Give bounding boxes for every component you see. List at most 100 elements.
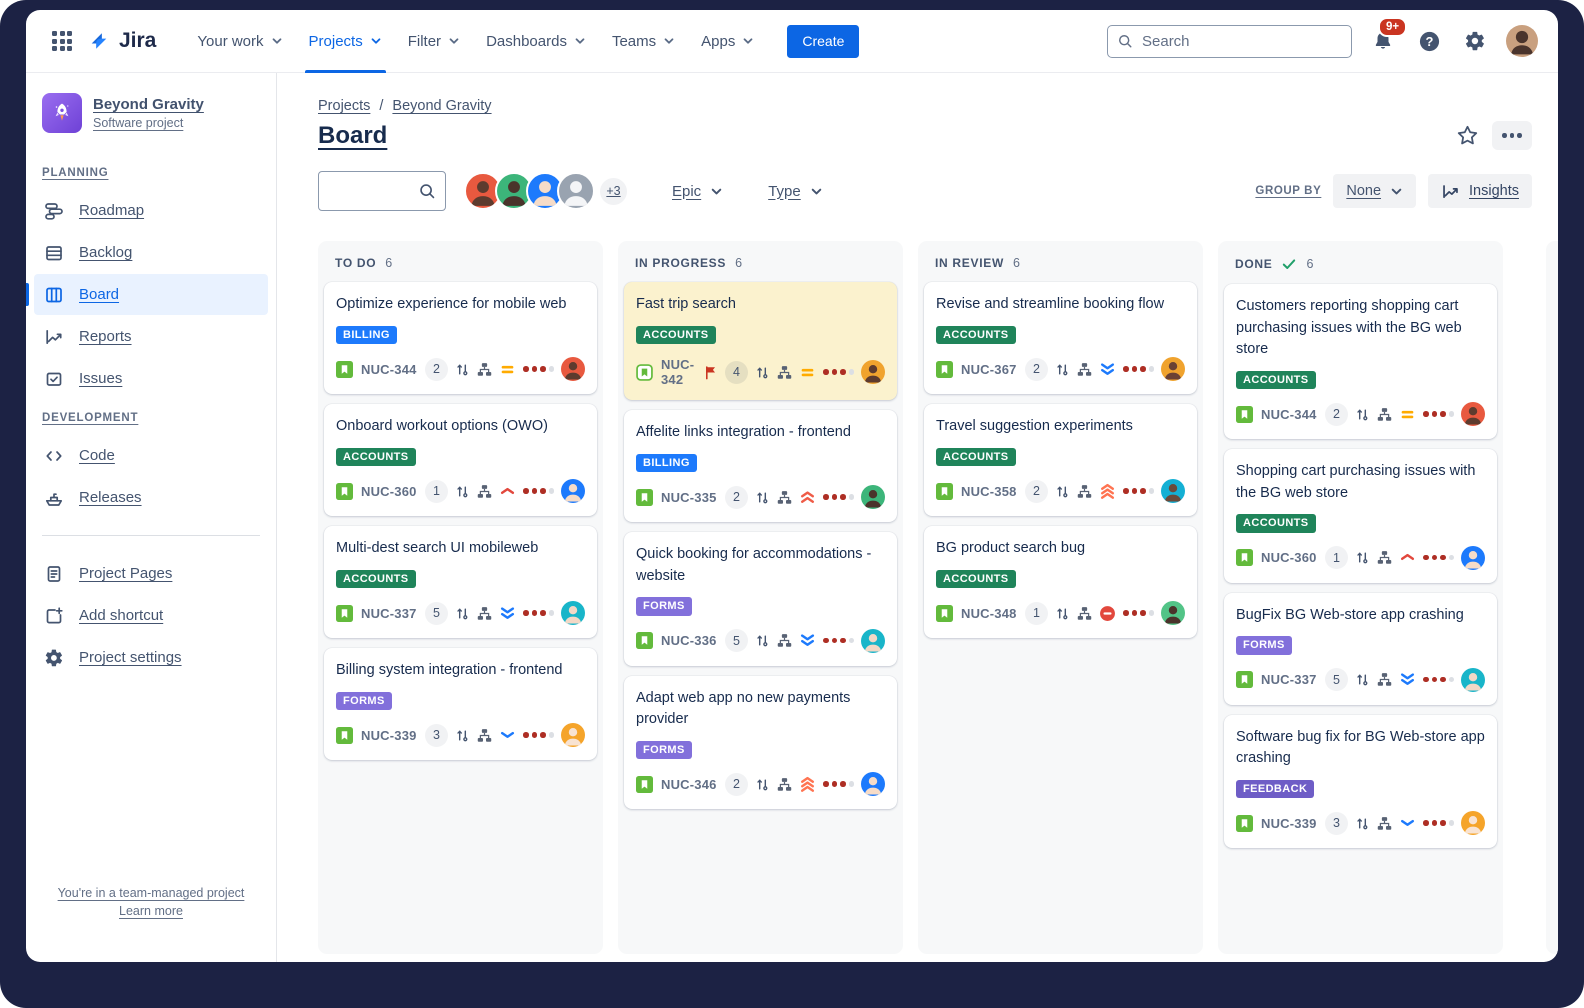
- assignee-avatar-wrap: [1161, 601, 1185, 625]
- global-search-input[interactable]: [1107, 24, 1352, 58]
- group-by-dropdown[interactable]: None: [1333, 174, 1417, 208]
- sidebar-item-code[interactable]: Code: [34, 435, 268, 476]
- board-card[interactable]: Fast trip search ACCOUNTS NUC-342 4: [624, 282, 897, 400]
- board-card[interactable]: Travel suggestion experiments ACCOUNTS NUC…: [924, 404, 1197, 516]
- team-managed-link[interactable]: You're in a team-managed project: [57, 886, 245, 900]
- create-button[interactable]: Create: [787, 24, 860, 58]
- assignee-avatar[interactable]: [1161, 357, 1185, 381]
- board-card[interactable]: Onboard workout options (OWO) ACCOUNTS NUC…: [324, 404, 597, 516]
- sidebar-item-board[interactable]: Board: [26, 274, 268, 315]
- column-name: IN PROGRESS: [635, 256, 727, 270]
- assignee-avatar[interactable]: [1461, 811, 1485, 835]
- subtasks-icon: [1377, 816, 1392, 831]
- pages-icon: [44, 564, 64, 584]
- assignee-avatar[interactable]: [1461, 667, 1485, 692]
- sidebar-divider: [42, 535, 260, 536]
- breadcrumb-project-name[interactable]: Beyond Gravity: [392, 98, 492, 114]
- card-label-chip: ACCOUNTS: [336, 569, 416, 588]
- breadcrumb-projects[interactable]: Projects: [318, 98, 371, 114]
- board-search: [318, 171, 446, 211]
- user-avatar[interactable]: [1506, 25, 1538, 57]
- card-title: Customers reporting shopping cart purcha…: [1236, 298, 1462, 357]
- board-card[interactable]: Shopping cart purchasing issues with the…: [1224, 449, 1497, 583]
- assignee-avatar[interactable]: [561, 601, 585, 625]
- board-card[interactable]: Adapt web app no new payments provider FO…: [624, 675, 897, 809]
- assignee-avatar[interactable]: [1161, 601, 1185, 625]
- chevron-down-icon: [742, 35, 754, 47]
- project-type[interactable]: Software project: [93, 116, 184, 130]
- insights-label: Insights: [1469, 183, 1519, 199]
- app-switcher-icon[interactable]: [52, 31, 72, 51]
- learn-more-link[interactable]: Learn more: [119, 904, 183, 918]
- board-card[interactable]: Customers reporting shopping cart purcha…: [1224, 284, 1497, 439]
- board-card[interactable]: Optimize experience for mobile web BILLIN…: [324, 282, 597, 394]
- story-type-icon: [1236, 671, 1253, 688]
- board-card[interactable]: Multi-dest search UI mobileweb ACCOUNTS NU…: [324, 526, 597, 638]
- estimate-badge: 2: [725, 485, 748, 509]
- project-avatar[interactable]: [42, 93, 82, 133]
- column-header: TO DO 6: [318, 241, 603, 276]
- board-more-button[interactable]: [1492, 121, 1532, 150]
- nav-item-apps[interactable]: Apps: [688, 10, 767, 73]
- sidebar-item-add-shortcut[interactable]: Add shortcut: [34, 595, 268, 636]
- nav-item-dashboards[interactable]: Dashboards: [473, 10, 599, 73]
- star-button[interactable]: [1455, 123, 1480, 148]
- assignee-avatar[interactable]: [861, 485, 885, 509]
- reports-icon: [44, 327, 64, 347]
- logo-text: Jira: [119, 29, 157, 52]
- insights-button[interactable]: Insights: [1428, 174, 1532, 208]
- assignee-avatar[interactable]: [861, 360, 885, 384]
- estimate-badge: 5: [425, 601, 448, 625]
- notification-count-badge: 9+: [1378, 17, 1408, 37]
- assignee-avatar[interactable]: [861, 772, 885, 796]
- priority-high2-icon: [799, 489, 816, 506]
- sidebar-item-backlog[interactable]: Backlog: [34, 232, 268, 273]
- board-card[interactable]: Billing system integration - frontend FOR…: [324, 648, 597, 760]
- assignee-avatar[interactable]: [561, 357, 585, 381]
- board-search-input[interactable]: [318, 171, 446, 211]
- assignee-avatar[interactable]: [561, 479, 585, 503]
- project-name[interactable]: Beyond Gravity: [93, 96, 204, 113]
- priority-low2-icon: [799, 632, 816, 649]
- board-card[interactable]: Software bug fix for BG Web-store app cr…: [1224, 714, 1497, 848]
- assignee-avatar[interactable]: [1461, 402, 1485, 426]
- assignee-avatar[interactable]: [1161, 479, 1185, 503]
- story-type-icon: [1236, 405, 1253, 423]
- sidebar-item-project-pages[interactable]: Project Pages: [34, 553, 268, 594]
- card-label-chip: ACCOUNTS: [936, 569, 1016, 588]
- board-columns: TO DO 6 Optimize experience for mobile web…: [318, 241, 1558, 962]
- sidebar-item-project-settings[interactable]: Project settings: [34, 637, 268, 678]
- nav-item-teams[interactable]: Teams: [599, 10, 688, 73]
- board-card[interactable]: BG product search bug ACCOUNTS NUC-348 1: [924, 526, 1197, 638]
- board-card[interactable]: Revise and streamline booking flow ACCOUN…: [924, 282, 1197, 394]
- assignee-avatar[interactable]: [561, 723, 585, 747]
- nav-item-filter[interactable]: Filter: [395, 10, 473, 73]
- board-card[interactable]: Affelite links integration - frontend BIL…: [624, 410, 897, 522]
- sidebar-item-roadmap[interactable]: Roadmap: [34, 190, 268, 231]
- sidebar-item-label: Project settings: [79, 649, 182, 666]
- help-button[interactable]: ?: [1414, 26, 1444, 56]
- settings-button[interactable]: [1460, 26, 1490, 56]
- epic-filter-dropdown[interactable]: Epic: [672, 183, 723, 200]
- type-filter-dropdown[interactable]: Type: [768, 183, 823, 200]
- subtasks-icon: [1077, 606, 1092, 621]
- sidebar-item-releases[interactable]: Releases: [34, 477, 268, 518]
- sidebar-item-issues[interactable]: Issues: [34, 358, 268, 399]
- board-card[interactable]: Quick booking for accommodations - websi…: [624, 532, 897, 666]
- assignee-avatar[interactable]: [861, 628, 885, 653]
- notifications-button[interactable]: 9+: [1368, 17, 1408, 56]
- assignee-avatar-wrap: [861, 628, 885, 653]
- avatar-overflow-badge[interactable]: +3: [600, 177, 627, 205]
- add-shortcut-icon: [44, 606, 64, 626]
- board-card[interactable]: BugFix BG Web-store app crashing FORMS NUC…: [1224, 592, 1497, 705]
- member-avatar-4[interactable]: [557, 172, 595, 210]
- sidebar-item-reports[interactable]: Reports: [34, 316, 268, 357]
- branches-icon: [455, 606, 470, 621]
- card-key: NUC-337: [1261, 672, 1317, 687]
- jira-logo[interactable]: Jira: [86, 28, 156, 54]
- branches-icon: [755, 365, 770, 380]
- nav-item-your-work[interactable]: Your work: [184, 10, 295, 73]
- subtasks-icon: [477, 606, 492, 621]
- nav-item-projects[interactable]: Projects: [296, 10, 395, 73]
- assignee-avatar[interactable]: [1461, 545, 1485, 570]
